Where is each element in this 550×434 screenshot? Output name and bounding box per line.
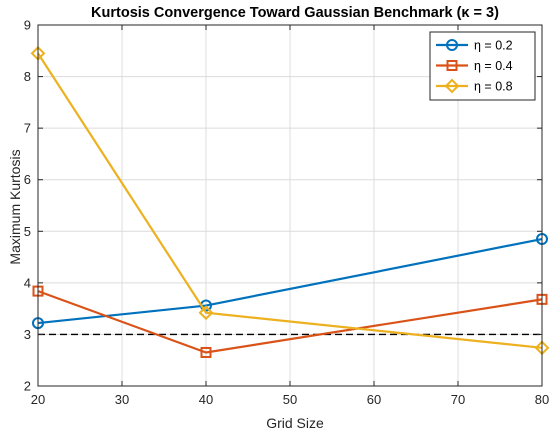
legend-item: η = 0.2 xyxy=(436,39,513,53)
legend-label: η = 0.4 xyxy=(474,59,513,73)
legend-item: η = 0.4 xyxy=(436,59,513,73)
legend: η = 0.2 η = 0.4 η = 0.8 xyxy=(429,31,536,101)
series-line xyxy=(37,290,543,354)
x-tick-label: 60 xyxy=(367,392,381,407)
y-tick-label: 3 xyxy=(24,327,31,342)
legend-marker xyxy=(444,78,460,94)
data-point xyxy=(200,346,212,358)
y-tick-label: 4 xyxy=(24,275,31,290)
x-tick-label: 20 xyxy=(31,392,45,407)
legend-label: η = 0.2 xyxy=(474,39,513,53)
y-tick-label: 2 xyxy=(24,379,31,394)
x-tick-label: 70 xyxy=(451,392,465,407)
x-tick-label: 30 xyxy=(115,392,129,407)
series-line xyxy=(37,52,543,349)
y-tick-label: 7 xyxy=(24,121,31,136)
legend-marker xyxy=(446,60,458,71)
legend-label: η = 0.8 xyxy=(474,80,513,94)
y-axis-label: Maximum Kurtosis xyxy=(7,149,23,264)
legend-item: η = 0.8 xyxy=(436,78,513,94)
x-tick-label: 50 xyxy=(283,392,297,407)
x-tick-label: 80 xyxy=(535,392,549,407)
y-tick-label: 5 xyxy=(24,224,31,239)
ticks-layer: 20 30 40 50 60 70 80 2 3 4 5 6 7 8 9 xyxy=(24,18,549,408)
data-point xyxy=(198,305,214,321)
x-axis-label: Grid Size xyxy=(266,415,324,431)
legend-marker xyxy=(446,39,458,51)
x-tick-label: 40 xyxy=(199,392,213,407)
y-tick-label: 9 xyxy=(24,18,31,33)
chart-title: Kurtosis Convergence Toward Gaussian Ben… xyxy=(91,5,499,21)
y-tick-label: 6 xyxy=(24,172,31,187)
y-tick-label: 8 xyxy=(24,69,31,84)
